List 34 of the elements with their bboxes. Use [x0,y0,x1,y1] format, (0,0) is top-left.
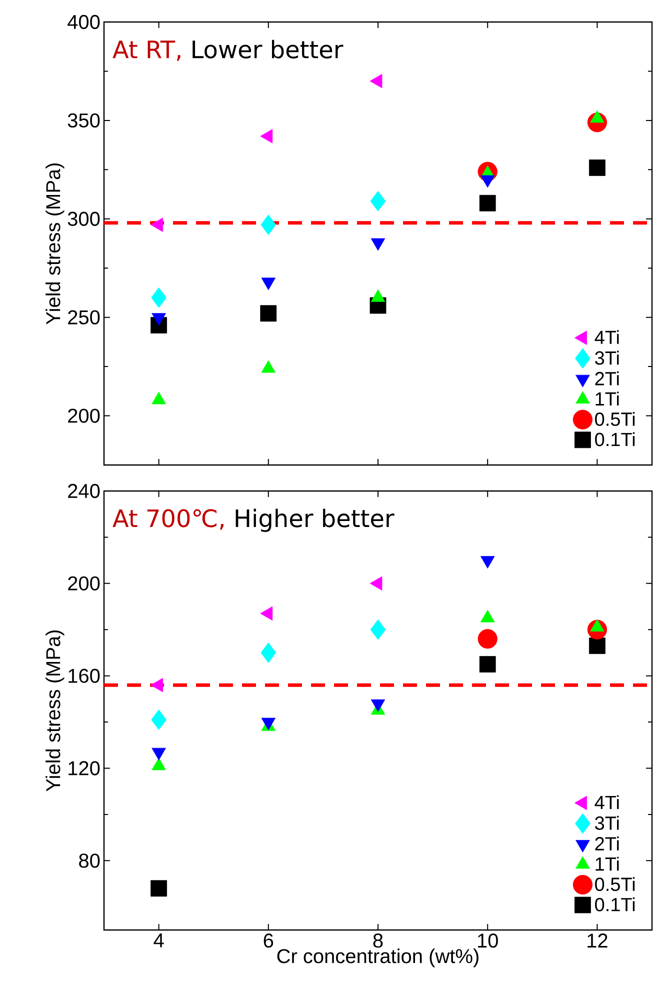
x-tick-label: 10 [478,934,498,948]
text: Higher better [236,508,394,532]
legend-label: 4Ti [594,330,619,344]
y-tick-label: 300 [68,212,100,226]
legend-label: 0.5Ti [595,412,635,426]
legend-label: 1Ti [596,392,619,406]
y-tick-label: 240 [68,484,100,498]
x-axis-title: Cr concentration (wt%) [277,948,478,968]
legend-label: 3Ti [595,350,619,365]
y-tick-label: 250 [68,310,100,324]
x-tick-label: 6 [264,934,274,948]
legend-label: 4Ti [594,795,619,810]
legend-label: 2Ti [595,836,619,850]
legend-label: 1Ti [596,856,619,871]
y-axis-title: Yield stress (MPa) [46,630,64,792]
legend-label: 3Ti [595,816,619,830]
y-tick-label: 350 [68,113,100,128]
x-tick-label: 4 [154,934,164,948]
text: Lower better [192,40,344,58]
y-axis-title: Yield stress (MPa) [46,163,64,324]
legend-label: 0.1Ti [595,897,635,912]
x-tick-label: 12 [588,934,608,948]
y-tick-label: 160 [68,668,100,683]
text: At 700℃, [112,509,224,530]
y-tick-label: 200 [68,408,100,423]
legend-label: 2Ti [595,371,619,386]
legend-label: 0.1Ti [595,432,635,446]
y-tick-label: 120 [68,761,100,776]
y-tick-label: 80 [79,854,100,868]
text: At RT, [112,40,180,61]
y-tick-label: 400 [68,14,100,30]
y-tick-label: 200 [68,576,100,590]
legend-label: 0.5Ti [595,877,635,892]
x-tick-label: 8 [373,934,383,948]
